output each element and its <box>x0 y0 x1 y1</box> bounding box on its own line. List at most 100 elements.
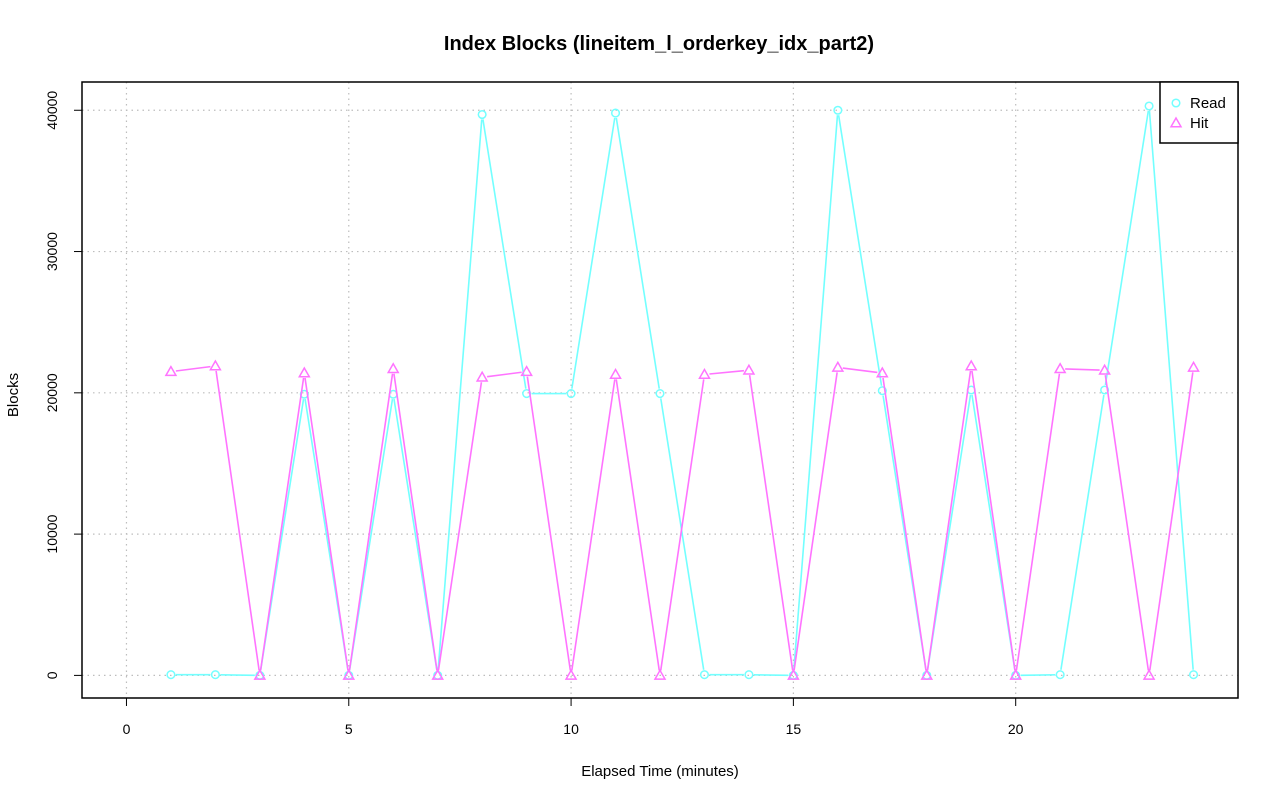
legend: Read Hit <box>1159 81 1239 144</box>
data-point <box>964 359 978 371</box>
data-point <box>920 668 934 680</box>
data-point <box>742 363 756 375</box>
data-point <box>876 366 889 378</box>
data-point <box>520 365 533 377</box>
series-line-segment <box>842 367 878 374</box>
series-line-segment <box>659 398 705 670</box>
plot-frame <box>81 81 1239 699</box>
series-line-segment <box>753 673 789 677</box>
series-line-segment <box>971 370 1016 671</box>
y-tick-label: 20000 <box>44 373 60 412</box>
data-point <box>655 388 665 399</box>
x-tick-label: 20 <box>1008 721 1024 737</box>
legend-marker-read <box>1171 98 1181 108</box>
series-line-segment <box>615 379 661 671</box>
data-point <box>386 362 400 374</box>
data-point <box>209 359 222 371</box>
data-point <box>1187 360 1200 372</box>
chart-title: Index Blocks (lineitem_l_orderkey_idx_pa… <box>444 33 874 55</box>
y-axis: 0 10000 20000 30000 40000 <box>44 91 82 679</box>
data-point <box>1144 101 1154 111</box>
data-point <box>787 668 800 680</box>
series-read <box>166 101 1199 680</box>
data-point <box>610 108 621 118</box>
series-line-segment <box>615 117 661 389</box>
series-line-segment <box>1104 110 1150 386</box>
series-line-segment <box>220 673 255 677</box>
data-point <box>166 670 176 680</box>
data-point <box>431 668 444 680</box>
series-line-segment <box>571 379 616 671</box>
series-line-segment <box>304 377 349 671</box>
series-line-segment <box>1065 368 1100 371</box>
series-line-segment <box>1104 375 1150 671</box>
series-line-segment <box>882 377 927 671</box>
series-line-segment <box>1060 394 1105 670</box>
legend-label-hit: Hit <box>1190 115 1209 132</box>
legend-label-read: Read <box>1190 95 1226 112</box>
data-point <box>1055 670 1065 680</box>
series-line-segment <box>748 375 794 671</box>
series-line-segment <box>482 119 527 389</box>
data-point <box>699 670 710 680</box>
data-point <box>831 360 845 372</box>
series-line-segment <box>926 370 972 671</box>
data-point <box>1053 362 1067 374</box>
series-line-segment <box>793 372 838 671</box>
x-tick-label: 10 <box>563 721 579 737</box>
data-point <box>298 366 311 378</box>
series-line-segment <box>837 115 883 386</box>
data-point <box>833 105 843 115</box>
data-point <box>564 668 578 680</box>
data-point <box>475 370 489 382</box>
x-axis: 0 5 10 15 20 <box>123 698 1024 737</box>
data-point <box>1009 668 1022 680</box>
legend-marker-hit <box>1169 116 1183 128</box>
y-tick-label: 30000 <box>44 232 60 271</box>
x-tick-label: 0 <box>123 721 131 737</box>
series-layer <box>164 101 1200 680</box>
series-line-segment <box>348 373 394 671</box>
data-point <box>1098 363 1111 375</box>
x-tick-label: 15 <box>786 721 802 737</box>
series-line-segment <box>659 379 705 671</box>
data-point <box>210 670 220 680</box>
series-line-segment <box>437 382 483 671</box>
series-line-segment <box>1148 110 1194 670</box>
data-point <box>342 668 356 680</box>
data-point <box>566 388 576 399</box>
data-point <box>609 367 622 379</box>
series-line-segment <box>487 371 522 378</box>
series-line-segment <box>1020 673 1056 677</box>
series-line-segment <box>709 369 745 375</box>
data-point <box>1188 670 1199 680</box>
data-point <box>477 109 487 120</box>
y-tick-label: 0 <box>44 671 60 679</box>
series-line-segment <box>571 117 616 389</box>
data-point <box>253 668 267 680</box>
series-line-segment <box>393 373 438 671</box>
data-point <box>877 386 887 396</box>
data-point <box>1100 385 1110 395</box>
series-line-segment <box>437 119 483 671</box>
series-line-segment <box>259 377 305 671</box>
series-line-segment <box>792 115 839 671</box>
data-point <box>164 365 178 377</box>
x-tick-label: 5 <box>345 721 353 737</box>
legend-box <box>1159 81 1239 144</box>
data-point <box>698 367 711 379</box>
series-line-segment <box>1015 373 1061 671</box>
series-line-segment <box>215 370 260 671</box>
y-tick-label: 40000 <box>44 91 60 130</box>
series-hit <box>164 359 1200 680</box>
y-tick-label: 10000 <box>44 514 60 553</box>
y-axis-label: Blocks <box>5 373 22 417</box>
data-point <box>1142 668 1156 680</box>
data-point <box>744 670 754 680</box>
x-axis-label: Elapsed Time (minutes) <box>581 763 739 780</box>
series-line-segment <box>526 376 572 671</box>
data-point <box>653 668 667 680</box>
series-line-segment <box>175 365 211 372</box>
series-line-segment <box>1148 372 1194 671</box>
